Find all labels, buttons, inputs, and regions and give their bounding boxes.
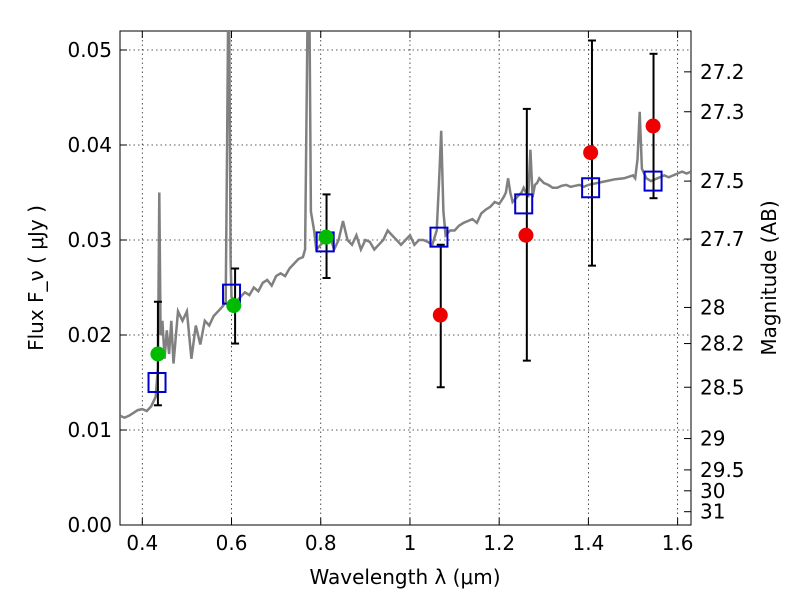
right-tick-label: 28.5 [700, 375, 745, 399]
right-tick-label: 27.3 [700, 100, 745, 124]
right-tick-label: 30 [700, 479, 725, 503]
model-spectrum [120, 31, 691, 419]
right-tick-label: 31 [700, 500, 725, 524]
observed-point [318, 229, 334, 245]
observed-point [226, 298, 242, 314]
right-tick-label: 27.2 [700, 60, 745, 84]
y-tick-label: 0.00 [67, 513, 112, 537]
observed-point [518, 227, 534, 243]
grid [120, 31, 691, 525]
x-tick-label: 0.4 [126, 531, 158, 555]
right-tick-label: 28 [700, 295, 725, 319]
right-tick-label: 29 [700, 427, 725, 451]
observed-point [583, 145, 599, 161]
x-axis-label: Wavelength λ (μm) [309, 565, 500, 589]
y-tick-label: 0.01 [67, 418, 112, 442]
right-axis-label: Magnitude (AB) [757, 200, 781, 355]
x-tick-label: 1.4 [572, 531, 604, 555]
observed-point [645, 118, 661, 134]
x-tick-label: 1.2 [483, 531, 515, 555]
observed-photometry [150, 118, 661, 362]
observed-point [432, 307, 448, 323]
tick-labels: 0.4 0.6 0.8 1 1.2 1.4 1.6 0.00 0.01 0.02 0.03 0.04 0… [67, 38, 744, 555]
x-tick-label: 1.6 [662, 531, 694, 555]
spectrum-line [120, 31, 691, 419]
observed-point [150, 346, 166, 362]
right-tick-label: 28.2 [700, 332, 745, 356]
axis-ticks [120, 31, 691, 526]
right-tick-label: 27.5 [700, 169, 745, 193]
model-square-marker [514, 193, 534, 215]
right-tick-label: 27.7 [700, 227, 745, 251]
model-square-marker [147, 372, 167, 393]
y-tick-label: 0.05 [67, 38, 112, 62]
plot-frame [119, 30, 692, 526]
model-photometry [147, 170, 663, 393]
model-square-marker [643, 170, 663, 192]
model-square-marker [429, 226, 449, 248]
x-tick-label: 0.6 [216, 531, 248, 555]
y-tick-label: 0.02 [67, 323, 112, 347]
y-axis-label: Flux F_ν ( μJy ) [24, 205, 48, 351]
right-tick-label: 29.5 [700, 458, 745, 482]
y-tick-label: 0.04 [67, 133, 112, 157]
x-tick-label: 0.8 [305, 531, 337, 555]
model-square-marker [581, 177, 601, 199]
x-tick-label: 1 [404, 531, 417, 555]
y-tick-label: 0.03 [67, 228, 112, 252]
